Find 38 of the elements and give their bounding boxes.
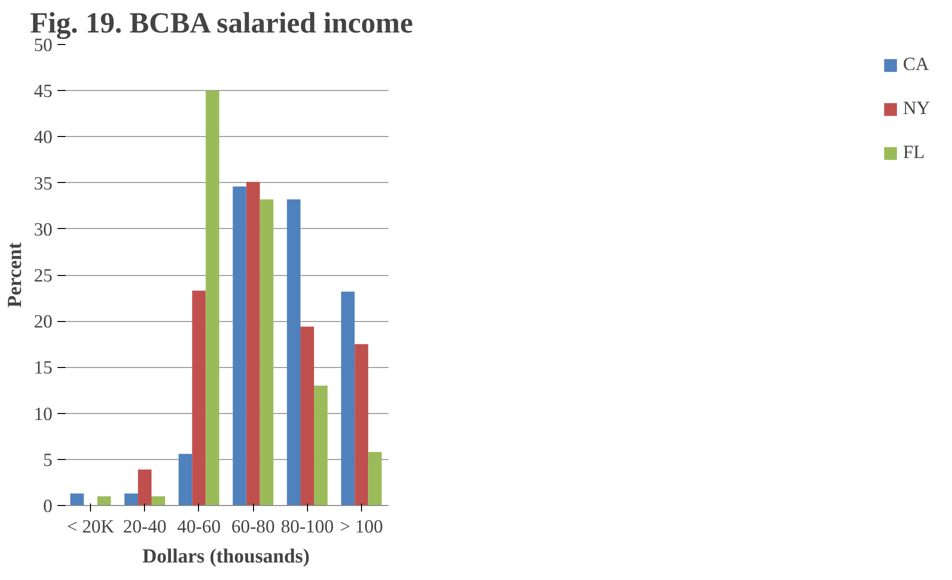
y-axis-title: Percent: [4, 242, 26, 308]
bar: [124, 494, 138, 506]
legend-label: CA: [903, 54, 929, 76]
bar: [341, 292, 355, 506]
x-tick-label: < 20K: [66, 516, 115, 538]
x-tick-label: > 100: [340, 516, 384, 538]
bar: [300, 326, 314, 506]
bar: [260, 199, 274, 506]
y-tick-label: 40: [34, 127, 52, 148]
bar: [232, 186, 246, 506]
legend-label: FL: [903, 142, 925, 164]
legend-label: NY: [903, 98, 930, 120]
bar: [206, 90, 220, 506]
x-tick-label: 80-100: [280, 516, 334, 538]
x-tick-label: 20-40: [122, 516, 167, 538]
y-tick-label: 45: [34, 81, 52, 102]
bar: [246, 182, 260, 506]
x-tick-label: 40-60: [177, 516, 221, 538]
bar: [314, 386, 328, 506]
bar: [286, 199, 300, 506]
x-axis-title: Dollars (thousands): [142, 546, 310, 568]
bar: [354, 344, 368, 506]
bar: [368, 452, 382, 506]
bar: [178, 454, 192, 506]
y-tick-label: 0: [43, 496, 52, 517]
y-tick-label: 35: [34, 173, 52, 194]
bar: [70, 494, 84, 506]
y-tick-label: 15: [34, 358, 52, 379]
bar: [97, 496, 111, 506]
bar: [138, 470, 152, 506]
y-tick-label: 30: [34, 219, 52, 240]
bar: [192, 290, 206, 506]
y-tick-label: 5: [43, 450, 52, 471]
y-tick-label: 10: [34, 404, 52, 425]
bar: [152, 496, 166, 506]
x-tick-label: 60-80: [231, 516, 275, 538]
y-tick-label: 20: [34, 312, 52, 333]
y-tick-label: 25: [34, 266, 52, 286]
